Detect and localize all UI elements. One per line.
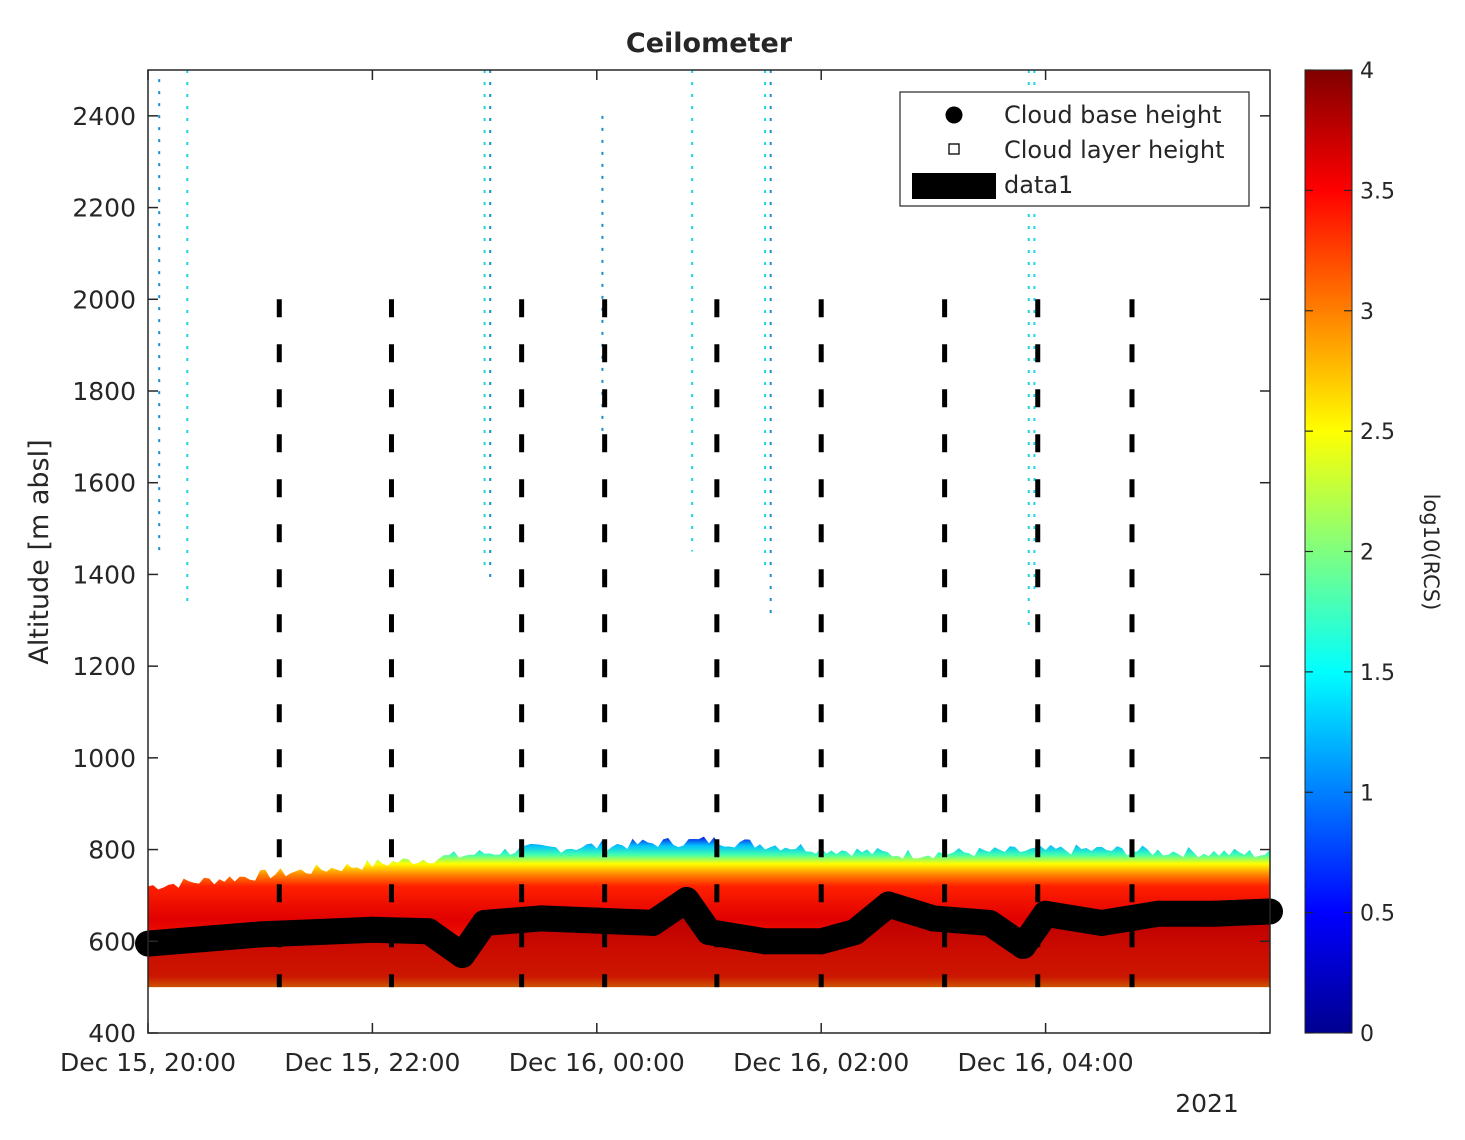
- y-tick-label: 1400: [72, 560, 136, 589]
- year-label: 2021: [1175, 1089, 1239, 1118]
- y-tick-label: 600: [88, 927, 136, 956]
- colorbar-tick-label: 3.5: [1360, 179, 1395, 204]
- colorbar-tick-label: 2.5: [1360, 420, 1395, 445]
- colorbar-tick-label: 1.5: [1360, 661, 1395, 686]
- cloud-base-point: [673, 887, 700, 914]
- dark-red-core: [148, 909, 1270, 988]
- colorbar-tick-label: 4: [1360, 59, 1374, 84]
- y-tick-label: 800: [88, 836, 136, 865]
- colorbar-tick-label: 0.5: [1360, 902, 1395, 927]
- axes-box: [147, 69, 1271, 1034]
- cloud-base-point: [841, 919, 868, 946]
- cloud-base-point: [583, 907, 610, 934]
- y-tick-label: 2000: [72, 285, 136, 314]
- legend-marker-cloud-layer: [948, 143, 960, 155]
- legend-marker-cloud-base: [945, 106, 963, 124]
- cloud-base-point: [639, 909, 666, 936]
- colorbar-ticks: 0 0.5 1 1.5 2 2.5 3 3.5 4: [1305, 59, 1395, 1047]
- cloud-base-point: [359, 916, 386, 943]
- x-tick-label: Dec 15, 22:00: [284, 1048, 460, 1077]
- cloud-base-point: [415, 918, 442, 945]
- colorbar-tick-label: 2: [1360, 541, 1374, 566]
- sparse-signal-traces: [158, 70, 1036, 630]
- colorbar-tick-label: 1: [1360, 781, 1374, 806]
- cloud-base-point: [191, 925, 218, 952]
- y-tick-label: 2200: [72, 194, 136, 223]
- cloud-base-point: [527, 905, 554, 932]
- x-tick-label: Dec 15, 20:00: [60, 1048, 236, 1077]
- legend-marker-data1: [912, 173, 996, 199]
- cloud-base-point: [696, 919, 722, 946]
- cloud-base-point: [1088, 909, 1115, 936]
- y-tick-label: 2400: [72, 102, 136, 131]
- x-tick-label: Dec 16, 02:00: [733, 1048, 909, 1077]
- cloud-base-point: [808, 928, 835, 955]
- colorbar: 0 0.5 1 1.5 2 2.5 3 3.5 4 log10(RCS): [1304, 59, 1443, 1047]
- cloud-base-point: [1144, 900, 1171, 927]
- y-tick-label: 1800: [72, 377, 136, 406]
- legend-label-cloud-base: Cloud base height: [1004, 101, 1222, 129]
- x-tick-label: Dec 16, 04:00: [958, 1048, 1134, 1077]
- cloud-base-point: [752, 928, 779, 955]
- y-tick-label: 1000: [72, 744, 136, 773]
- y-tick-label: 400: [88, 1019, 136, 1048]
- y-tick-label: 1600: [72, 469, 136, 498]
- y-tick-label: 1200: [72, 652, 136, 681]
- cloud-base-point: [449, 942, 476, 969]
- cloud-base-point: [247, 921, 274, 948]
- cloud-base-point: [875, 891, 902, 918]
- cloud-base-point: [1200, 900, 1227, 927]
- legend: Cloud base height Cloud layer height dat…: [899, 91, 1250, 207]
- cloud-base-point: [1010, 932, 1037, 959]
- chart-title: Ceilometer: [626, 28, 793, 59]
- colorbar-tick-label: 3: [1360, 300, 1374, 325]
- cloud-base-point: [976, 909, 1003, 936]
- colorbar-tick-label: 0: [1360, 1022, 1374, 1047]
- legend-label-cloud-layer: Cloud layer height: [1004, 136, 1225, 164]
- cloud-base-point: [1032, 900, 1059, 927]
- cloud-base-height-points: [135, 887, 1283, 969]
- y-axis-ticks: 400 600 800 1000 1200 1400 1600 1800 2000 2200 240…: [72, 102, 1270, 1048]
- legend-label-data1: data1: [1004, 171, 1073, 199]
- y-axis-label: Altitude [m absl]: [24, 439, 55, 664]
- cloud-base-point: [920, 905, 947, 932]
- cloud-base-point: [471, 909, 498, 936]
- colorbar-label: log10(RCS): [1419, 494, 1443, 611]
- x-tick-label: Dec 16, 00:00: [509, 1048, 685, 1077]
- cloud-base-point: [303, 919, 330, 946]
- x-axis-ticks: Dec 15, 20:00 Dec 15, 22:00 Dec 16, 00:00 D…: [60, 70, 1134, 1077]
